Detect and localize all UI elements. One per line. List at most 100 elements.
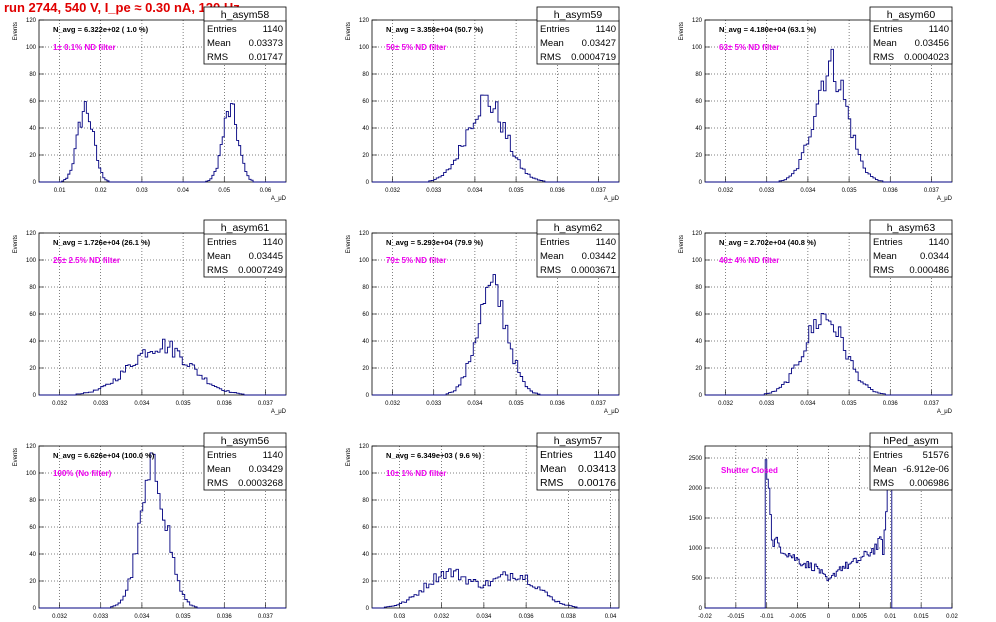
panel-h_asym60: 0.032 0.033 0.034 0.035 0.036 0.037 0 20 40 60 80 1… [679,6,953,202]
y-tick-label: 100 [692,258,703,264]
x-tick-label: 0.032 [434,614,450,620]
x-tick-label: -0.01 [760,614,774,620]
filter-label: 63± 5% ND filter [719,43,779,52]
y-axis-title: Events [13,235,19,253]
y-tick-label: 0 [699,393,703,399]
y-tick-label: 120 [359,18,370,24]
y-tick-label: 100 [26,471,37,477]
stats-key: Entries [873,237,903,248]
x-axis-title: A_μD [604,409,620,415]
y-tick-label: 120 [692,18,703,24]
y-axis-title: Events [13,22,19,40]
stats-value: 0.03413 [578,463,616,475]
x-tick-label: 0.034 [476,614,492,620]
y-tick-label: 120 [692,231,703,237]
x-tick-label: 0.04 [605,614,617,620]
y-tick-label: 20 [695,366,702,372]
x-tick-label: 0.037 [258,614,274,620]
histogram-line [372,94,619,183]
x-axis-title: A_μD [271,409,287,415]
stats-key: RMS [207,478,228,489]
stats-key: RMS [207,265,228,276]
y-tick-label: 80 [362,285,369,291]
stats-key: Entries [540,24,570,35]
x-tick-label: 0.035 [509,401,525,407]
x-tick-label: 0.034 [800,188,816,194]
x-tick-label: 0.01 [884,614,896,620]
x-tick-label: 0.036 [883,401,899,407]
navg-label: N_avg = 5.293e+04 (79.9 %) [386,238,484,247]
y-tick-label: 80 [695,285,702,291]
y-tick-label: 120 [26,444,37,450]
x-tick-label: 0.005 [852,614,868,620]
x-tick-label: 0.037 [591,188,607,194]
stats-box [869,432,953,491]
histogram-line [39,338,286,396]
filter-label: 10± 1% ND filter [386,469,446,478]
x-tick-label: 0.033 [426,188,442,194]
panel-h_asym56: 0.032 0.033 0.034 0.035 0.036 0.037 0 20 40 60 80 1… [13,432,287,620]
navg-label: N_avg = 4.180e+04 (63.1 %) [719,25,817,34]
stats-value: 1140 [596,24,616,35]
stats-value: 1140 [596,237,616,248]
y-tick-label: 2000 [689,486,703,492]
y-tick-label: 80 [29,285,36,291]
stats-key: Mean [540,38,564,49]
y-tick-label: 80 [29,498,36,504]
stats-box [536,6,620,65]
panel-h_asym57: 0.03 0.032 0.034 0.036 0.038 0.04 0 20 40 60 80 100… [346,432,620,620]
y-tick-label: 40 [362,552,369,558]
histogram-line [39,452,286,609]
x-tick-label: 0.015 [914,614,930,620]
x-tick-label: 0.032 [52,401,68,407]
y-tick-label: 100 [359,258,370,264]
x-tick-label: 0.036 [519,614,535,620]
x-tick-label: 0.05 [218,188,230,194]
x-axis-title: A_μD [937,409,953,415]
y-axis-title: Events [679,235,685,253]
x-tick-label: 0.032 [385,188,401,194]
y-tick-label: 100 [359,45,370,51]
panel-h_asym62: 0.032 0.033 0.034 0.035 0.036 0.037 0 20 40 60 80 1… [346,219,620,415]
y-tick-label: 80 [362,498,369,504]
stats-value: 0.0007249 [238,265,283,276]
x-tick-label: 0.02 [946,614,958,620]
histogram-line [372,568,619,609]
y-tick-label: 40 [695,126,702,132]
y-tick-label: 0 [699,606,703,612]
x-tick-label: -0.015 [727,614,745,620]
stats-key: Entries [540,449,573,461]
x-tick-label: 0.037 [258,401,274,407]
histogram-title: h_asym61 [221,222,270,234]
x-tick-label: 0.038 [561,614,577,620]
x-tick-label: 0.037 [591,401,607,407]
stats-value: 0.03427 [582,38,616,49]
y-tick-label: 60 [29,99,36,105]
stats-value: 0.03442 [582,251,616,262]
filter-label: 50± 5% ND filter [386,43,446,52]
x-tick-label: -0.02 [698,614,712,620]
y-tick-label: 80 [29,72,36,78]
stats-box [203,6,287,65]
x-axis-title: A_μD [271,196,287,202]
histogram-title: h_asym56 [221,435,270,447]
x-tick-label: 0.035 [176,401,192,407]
navg-label: N_avg = 1.726e+04 (26.1 %) [53,238,151,247]
stats-box [203,219,287,278]
histogram-line [372,274,619,396]
y-tick-label: 60 [695,312,702,318]
stats-key: RMS [540,265,561,276]
filter-label: 100% (No filter) [53,469,112,478]
y-tick-label: 0 [699,180,703,186]
histogram-title: h_asym58 [221,9,270,21]
x-tick-label: 0.02 [95,188,107,194]
y-tick-label: 60 [362,99,369,105]
stats-key: Entries [207,450,237,461]
stats-value: 0.000486 [909,265,949,276]
histogram-line [705,48,952,183]
x-tick-label: 0.04 [177,188,189,194]
stats-value: 0.03373 [249,38,283,49]
y-tick-label: 20 [29,579,36,585]
y-tick-label: 20 [695,153,702,159]
navg-label: N_avg = 3.358e+04 (50.7 %) [386,25,484,34]
